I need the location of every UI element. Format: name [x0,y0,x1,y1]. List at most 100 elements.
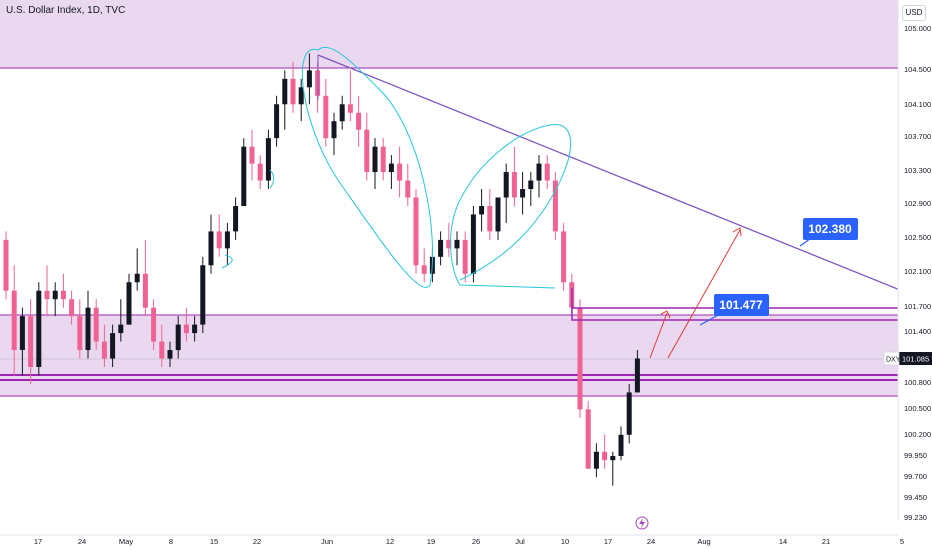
callout-1-label: 102.380 [808,222,852,236]
candle-body [634,358,640,393]
candle-body [495,197,501,232]
candle-body [159,341,165,359]
candle-body [528,180,534,190]
candle-body [536,163,542,181]
candle-body [372,146,378,173]
price-axis-bg [898,0,932,550]
candle-body [110,333,116,359]
x-tick-label: 22 [253,537,261,546]
freehand-mark [221,254,233,269]
candle-body [306,70,312,88]
arrow-small-head [660,310,671,319]
candle-body [11,290,17,351]
y-tick-label: 99.950 [904,451,927,460]
candle-body [552,180,558,232]
candle-body [520,189,526,198]
x-tick-label: 24 [78,537,86,546]
y-tick-label: 102.500 [904,233,931,242]
candle-body [413,197,419,266]
candle-body [470,214,476,274]
arrow-large-head [732,227,742,237]
x-tick-label: Jun [321,537,333,546]
candle-body [503,172,509,198]
x-tick-label: 5 [900,537,904,546]
y-tick-label: 100.800 [904,378,931,387]
x-tick-label: 12 [386,537,394,546]
candle-body [282,78,288,105]
lightning-icon [635,516,649,530]
last-price-value: 101.085 [902,355,929,364]
candle-body [175,324,181,351]
candle-body [421,265,427,274]
candle-body [85,307,91,351]
candle-body [462,239,468,274]
candle-body [479,205,485,215]
last-price-badge [899,352,932,365]
candle-body [167,350,173,359]
x-tick-label: 17 [604,537,612,546]
candle-body [19,316,25,351]
zones-layer [0,0,898,397]
candle-body [69,299,75,317]
candle-body [241,146,247,206]
x-tick-label: Aug [697,537,710,546]
time-axis[interactable]: 17 24 May 8 15 22 Jun 12 19 26 Jul 10 17 24 Aug 14 21 5 [0,534,904,546]
currency-button[interactable]: USD [902,5,926,21]
candle-body [347,104,353,113]
candle-body [339,104,345,122]
candle-body [126,282,132,325]
candle-body [511,172,517,198]
trend-line [317,54,901,291]
freehand-circle-right [450,123,572,289]
candle-body [610,455,616,461]
supply-zone-top [0,0,898,68]
candle-body [134,273,140,283]
candles-layer [3,53,640,486]
candle-body [200,265,206,325]
candle-body [60,290,66,300]
candle-body [323,95,329,139]
candle-body [298,87,304,105]
y-tick-label: 99.450 [904,493,927,502]
y-tick-label: 104.100 [904,100,931,109]
candle-body [561,231,567,283]
candle-body [93,307,99,342]
candle-body [290,78,296,105]
candle-body [397,163,403,181]
demand-zone [0,315,898,396]
candle-body [265,138,271,181]
candle-body [52,290,58,300]
candle-body [438,239,444,257]
freehand-circle-left [301,46,433,288]
candle-body [274,104,280,139]
candle-body [3,239,9,291]
x-tick-label: 19 [427,537,435,546]
price-axis[interactable]: 105.000 104.500 104.100 103.700 103.300 102.9… [883,0,932,550]
arrow-small-line [649,312,668,359]
y-tick-label: 103.300 [904,166,931,175]
y-tick-label: 103.700 [904,132,931,141]
candle-body [626,392,632,435]
x-tick-label: 17 [34,537,42,546]
chart-title: U.S. Dollar Index, 1D, TVC [6,5,126,16]
candle-body [388,163,394,173]
x-tick-label: 10 [561,537,569,546]
x-tick-label: Jul [515,537,525,546]
candle-body [183,324,189,334]
x-tick-label: May [119,537,133,546]
candle-body [446,239,452,249]
symbol-tag-label: DXY [886,357,901,364]
candle-body [118,324,124,334]
candle-body [151,307,157,342]
candle-body [577,307,583,410]
y-tick-label: 100.200 [904,430,931,439]
freehand-tick [269,169,275,189]
callout-2-box [714,294,769,316]
drawings-layer: 102.380 101.477 [221,46,901,530]
candle-body [44,290,50,300]
candle-body [454,239,460,249]
candle-body [142,273,148,308]
candle-body [233,205,239,232]
candle-body [36,290,42,367]
